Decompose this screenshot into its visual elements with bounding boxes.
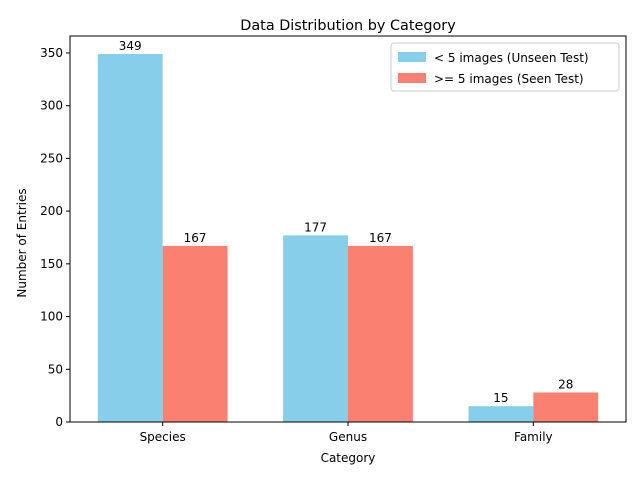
x-tick-label: Species xyxy=(140,430,186,444)
y-axis-label: Number of Entries xyxy=(15,188,29,297)
bar-species-series-2 xyxy=(162,245,228,422)
y-tick-label: 0 xyxy=(55,415,63,429)
x-tick-label: Genus xyxy=(329,430,367,444)
chart-title: Data Distribution by Category xyxy=(240,18,456,34)
y-tick-label: 200 xyxy=(40,204,63,218)
legend-swatch xyxy=(398,73,426,83)
bar-species-series-1 xyxy=(97,54,163,422)
bar-genus-series-2 xyxy=(348,245,413,422)
legend-label: < 5 images (Unseen Test) xyxy=(434,51,589,65)
data-label: 177 xyxy=(304,220,327,234)
bar-family-series-1 xyxy=(468,406,534,422)
y-tick-label: 250 xyxy=(40,151,63,165)
x-axis-label: Category xyxy=(321,451,376,465)
plot-area: 349 177 15 167 167 28 0 50 100 150 200 250 300 350 Spe… xyxy=(40,35,627,444)
legend-swatch xyxy=(398,52,426,62)
y-tick-label: 100 xyxy=(40,310,63,324)
data-label: 167 xyxy=(184,231,207,245)
legend: < 5 images (Unseen Test) >= 5 images (See… xyxy=(390,42,620,92)
legend-box xyxy=(390,42,620,92)
legend-label: >= 5 images (Seen Test) xyxy=(434,72,584,86)
x-tick-label: Family xyxy=(514,430,553,444)
y-tick-label: 150 xyxy=(40,257,63,271)
data-label: 28 xyxy=(558,377,573,391)
y-tick-label: 300 xyxy=(40,99,63,113)
data-label: 15 xyxy=(493,391,508,405)
data-label: 349 xyxy=(119,39,142,53)
y-tick-label: 50 xyxy=(48,362,63,376)
bar-genus-series-1 xyxy=(283,235,348,422)
y-tick-label: 350 xyxy=(40,46,63,60)
data-label: 167 xyxy=(369,231,392,245)
bar-family-series-2 xyxy=(533,392,599,422)
